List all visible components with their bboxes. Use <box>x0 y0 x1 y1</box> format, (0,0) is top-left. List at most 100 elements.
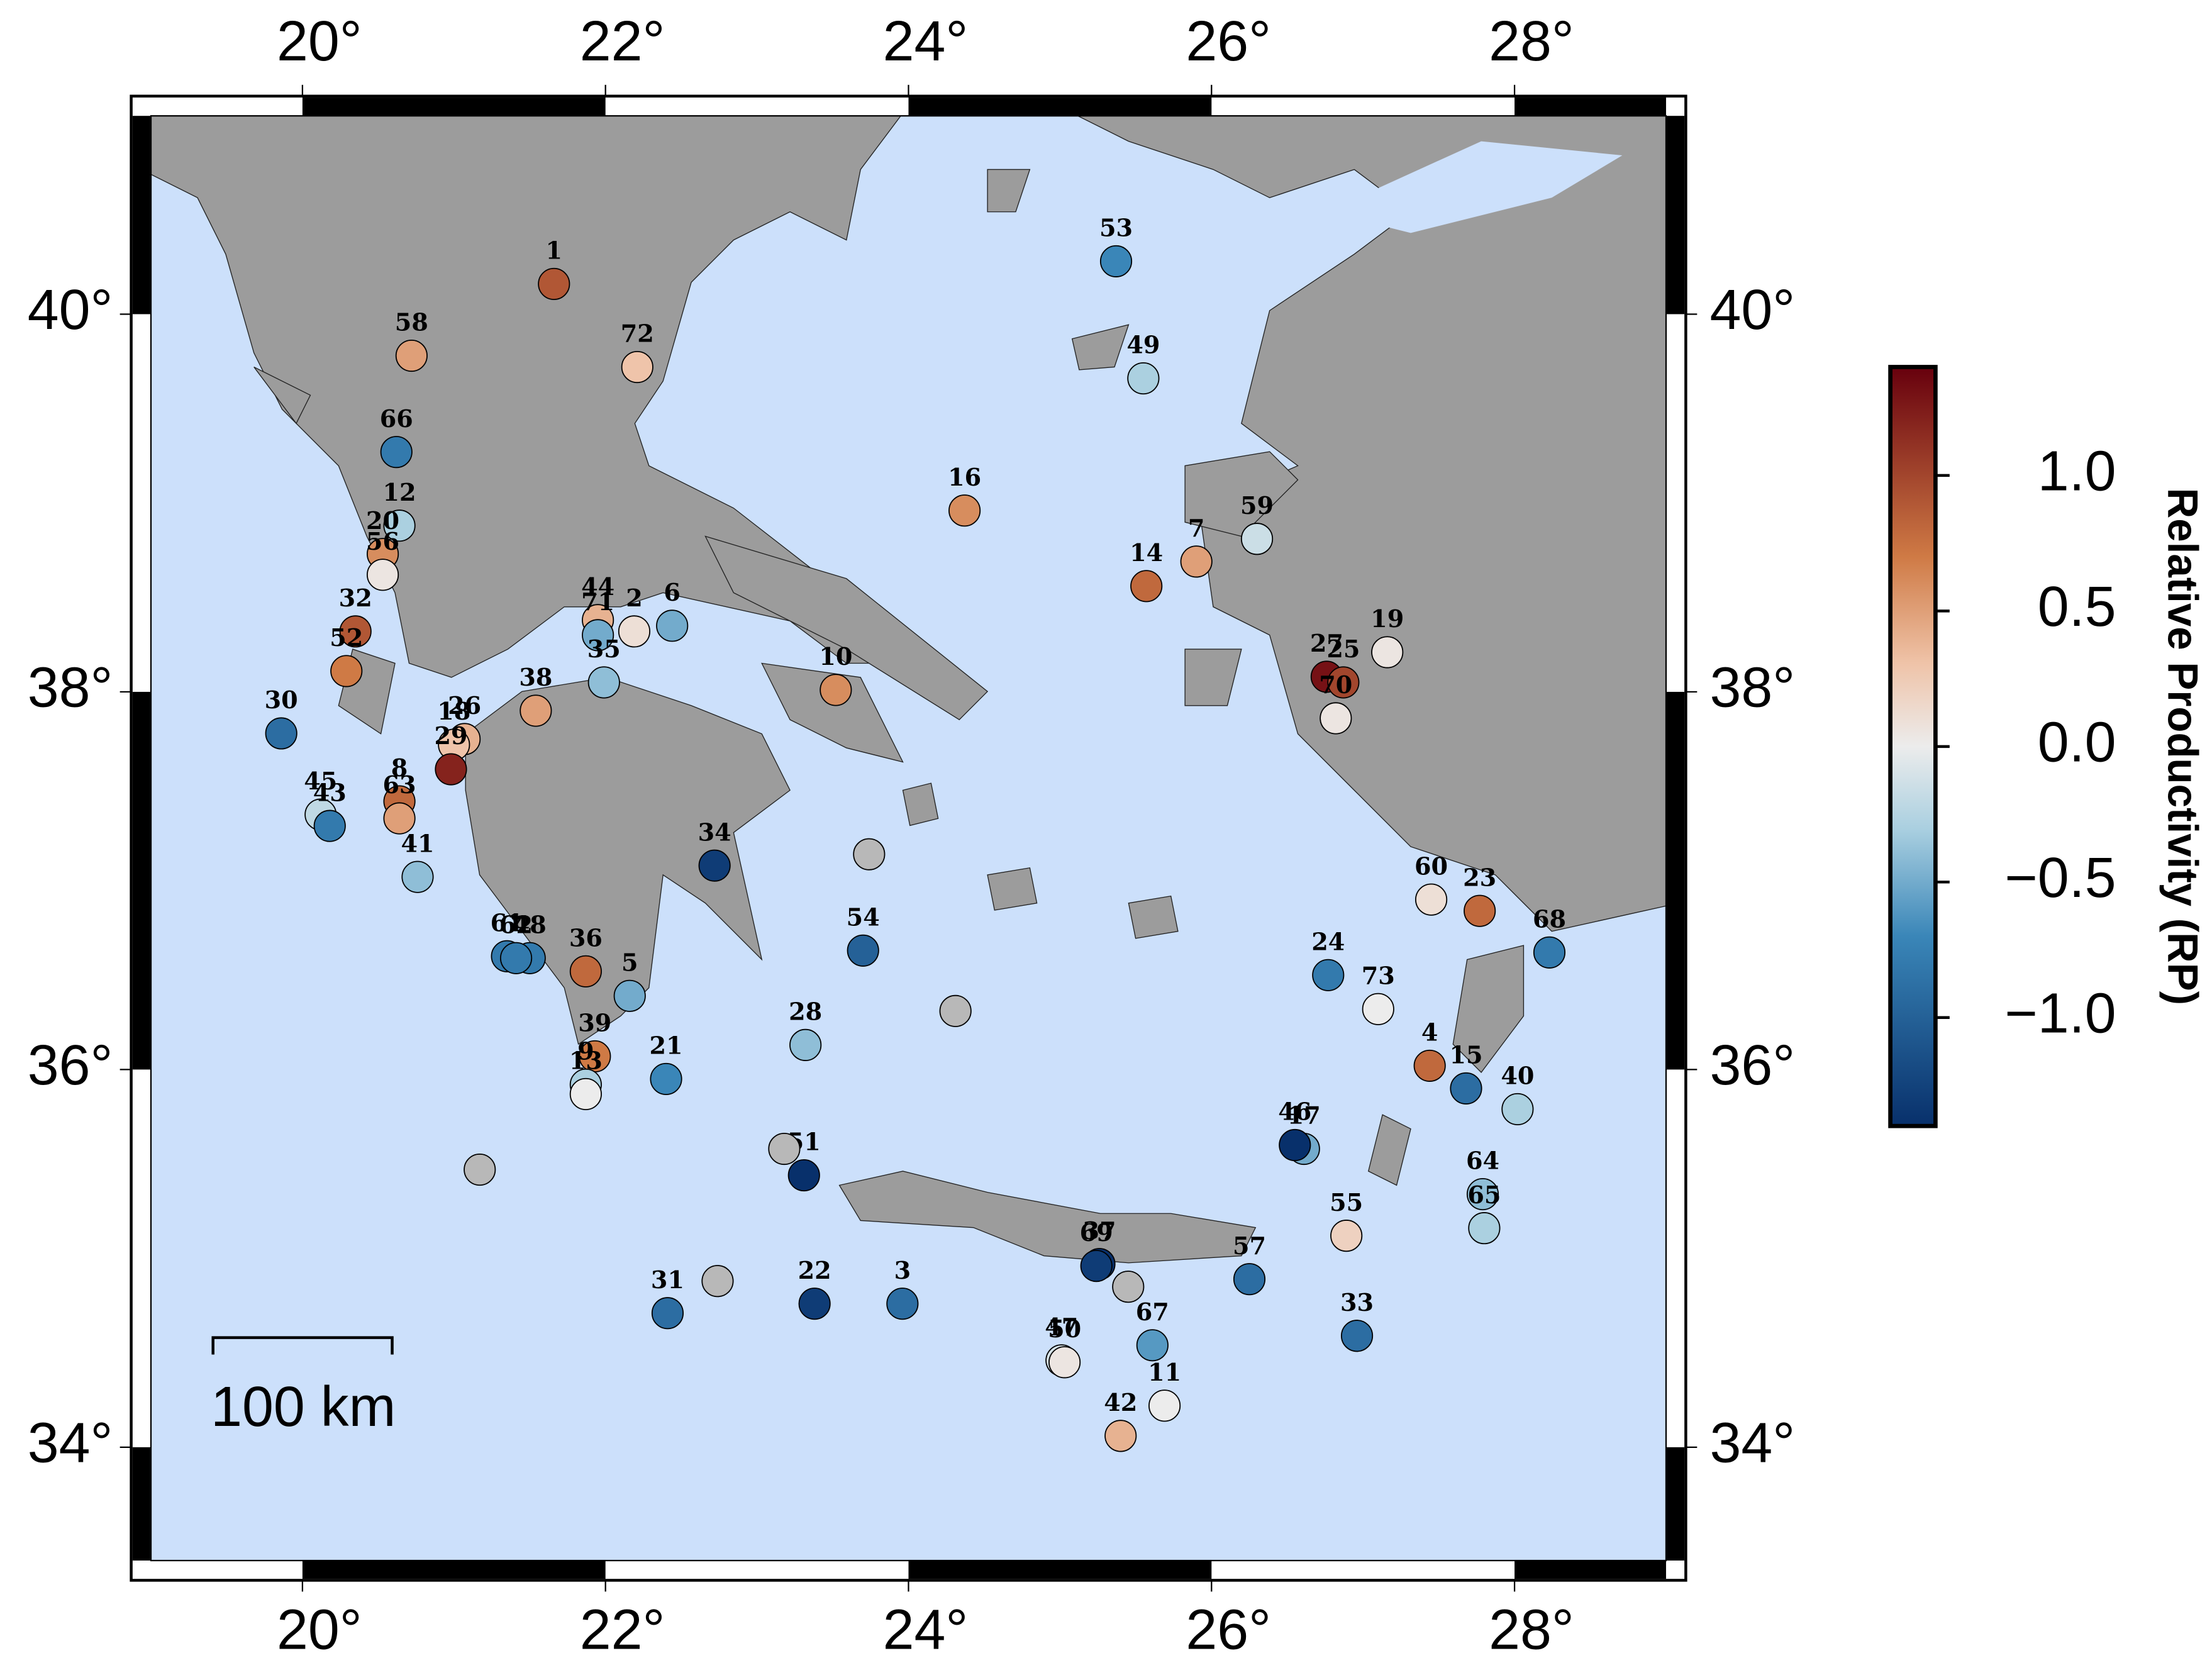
station-label: 38 <box>519 663 552 691</box>
station-label: 8 <box>391 754 408 782</box>
station <box>1340 1320 1374 1352</box>
station <box>569 1077 602 1111</box>
station <box>1533 936 1566 969</box>
station-label: 69 <box>1080 1218 1113 1247</box>
station <box>789 1028 822 1061</box>
land <box>1071 324 1130 370</box>
station <box>1466 1177 1499 1211</box>
station-label: 18 <box>437 697 470 725</box>
station-label: 58 <box>395 308 428 337</box>
frame-band <box>132 1447 151 1561</box>
station <box>853 838 886 871</box>
station-label: 55 <box>1330 1188 1363 1216</box>
station-label: 32 <box>339 584 372 612</box>
land <box>1128 895 1179 939</box>
station <box>1312 959 1345 991</box>
station-label: 13 <box>569 1047 603 1075</box>
colorbar-tick-label: −1.0 <box>2004 982 2116 1045</box>
station <box>1371 636 1404 669</box>
station <box>1415 883 1448 916</box>
frame-band <box>1665 691 1685 1070</box>
y-tick-label: 40° <box>28 279 113 342</box>
land <box>704 535 989 721</box>
station-label: 11 <box>1148 1358 1181 1386</box>
land <box>1367 1114 1411 1186</box>
frame-band <box>908 97 1212 116</box>
station-label: 59 <box>1240 491 1274 520</box>
station-label: 71 <box>581 587 614 616</box>
station <box>656 609 689 642</box>
station <box>847 934 879 967</box>
station-label: 46 <box>1278 1098 1311 1126</box>
station-label: 24 <box>1311 927 1345 955</box>
station <box>464 1153 496 1186</box>
scale-bar: 100 km <box>211 1336 396 1438</box>
station <box>265 717 297 750</box>
station <box>383 802 416 835</box>
colorbar-tick-label: −0.5 <box>2004 847 2116 910</box>
station-label: 70 <box>1319 671 1352 699</box>
frame-band <box>132 116 151 314</box>
station-label: 48 <box>513 910 547 938</box>
station <box>395 339 428 372</box>
station-label: 35 <box>587 635 621 663</box>
station-label: 63 <box>383 771 416 799</box>
station-label: 29 <box>434 721 467 750</box>
frame-band <box>302 1561 606 1579</box>
frame-band <box>1514 1561 1666 1579</box>
station-label: 9 <box>577 1037 594 1066</box>
station-label: 47 <box>1045 1313 1078 1341</box>
station <box>698 849 731 882</box>
land <box>1184 648 1242 706</box>
station <box>1320 702 1352 735</box>
station <box>787 1159 820 1192</box>
station <box>798 1288 831 1320</box>
station-label: 56 <box>366 527 399 555</box>
station <box>701 1265 734 1298</box>
colorbar <box>1888 365 1938 1128</box>
station <box>582 619 614 652</box>
station-label: 28 <box>789 998 822 1026</box>
basemap <box>150 116 1666 1561</box>
x-tick-label: 26° <box>1186 1598 1271 1661</box>
station-label: 33 <box>1340 1288 1374 1316</box>
land <box>761 662 904 763</box>
station-label: 57 <box>1233 1232 1266 1260</box>
colorbar-tick-label: 1.0 <box>2038 440 2116 503</box>
station-label: 53 <box>1099 214 1133 242</box>
station-label: 72 <box>621 320 654 348</box>
station-label: 15 <box>1449 1041 1482 1069</box>
station-label: 23 <box>1463 863 1496 891</box>
land <box>150 116 904 678</box>
station <box>1148 1389 1181 1422</box>
y-tick-label: 34° <box>28 1412 113 1475</box>
x-tick-label: 28° <box>1489 10 1574 73</box>
land <box>987 867 1038 911</box>
station-label: 50 <box>1048 1315 1081 1343</box>
station <box>435 753 467 786</box>
land <box>902 782 939 826</box>
station-label: 22 <box>798 1256 831 1284</box>
station-label: 64 <box>1466 1147 1499 1175</box>
colorbar-tick-label: 0.5 <box>2038 576 2116 638</box>
station <box>1130 570 1163 603</box>
scale-bar-line <box>211 1336 394 1355</box>
station <box>613 979 646 1012</box>
station <box>383 509 416 542</box>
station <box>651 1297 684 1330</box>
station <box>1104 1420 1137 1452</box>
x-tick-label: 22° <box>580 1598 665 1661</box>
land <box>1452 945 1525 1073</box>
x-tick-label: 20° <box>277 1598 362 1661</box>
station-label: 10 <box>819 642 852 671</box>
station <box>520 694 552 727</box>
x-tick-label: 24° <box>883 10 969 73</box>
station <box>330 655 363 687</box>
station <box>1279 1128 1311 1162</box>
station-label: 67 <box>1136 1298 1169 1326</box>
station-label: 40 <box>1501 1062 1534 1090</box>
station <box>367 559 399 591</box>
land <box>253 366 311 425</box>
station <box>380 436 413 469</box>
station <box>1501 1093 1534 1126</box>
